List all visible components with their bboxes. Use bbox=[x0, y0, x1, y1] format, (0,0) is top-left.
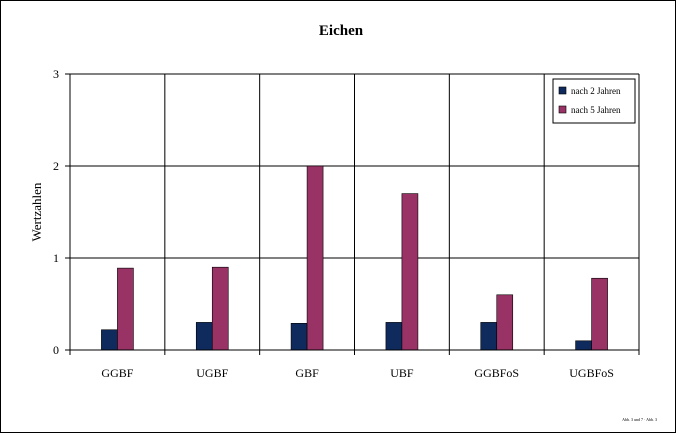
bar-series1-ggbf bbox=[101, 329, 118, 351]
bar-series1-ubf bbox=[385, 322, 403, 351]
chart-title: Eichen bbox=[319, 23, 364, 39]
legend-swatch bbox=[558, 86, 567, 95]
y-axis-label: Wertzahlen bbox=[29, 182, 44, 241]
bar-series1-gbf bbox=[290, 323, 308, 351]
bar-series2-ggbf bbox=[117, 267, 134, 351]
bars bbox=[101, 165, 608, 351]
x-tick-label: UGBFoS bbox=[569, 366, 614, 380]
x-tick-label: GBF bbox=[295, 366, 319, 380]
legend: nach 2 Jahren nach 5 Jahren bbox=[552, 78, 636, 124]
x-category-labels: GGBF UGBF GBF UBF GGBFoS UGBFoS bbox=[101, 366, 614, 380]
bar-series2-ugbfos bbox=[591, 277, 608, 351]
x-tick-label: GGBF bbox=[101, 366, 133, 380]
legend-box bbox=[552, 78, 636, 124]
y-tick-label: 1 bbox=[53, 251, 59, 265]
category-separators bbox=[164, 74, 640, 350]
legend-label: nach 5 Jahren bbox=[571, 105, 621, 115]
y-tick-label: 2 bbox=[53, 159, 59, 173]
x-tick-label: UGBF bbox=[196, 366, 228, 380]
legend-swatch bbox=[558, 105, 567, 114]
x-tick-label: UBF bbox=[390, 366, 414, 380]
bar-series2-ugbf bbox=[211, 266, 229, 351]
bar-series2-gbf bbox=[306, 165, 324, 351]
axes bbox=[65, 73, 640, 355]
bar-series2-ubf bbox=[401, 193, 419, 351]
legend-label: nach 2 Jahren bbox=[571, 86, 621, 96]
x-tick-label: GGBFoS bbox=[474, 366, 519, 380]
y-tick-label: 0 bbox=[53, 343, 59, 357]
bar-series1-ggbfos bbox=[480, 322, 498, 351]
bar-series1-ugbfos bbox=[575, 340, 592, 351]
bar-series2-ggbfos bbox=[496, 294, 514, 351]
y-tick-label: 3 bbox=[53, 67, 59, 81]
y-tick-labels: 0 1 2 3 bbox=[53, 67, 59, 357]
bar-series1-ugbf bbox=[195, 322, 213, 351]
footnote: Abb. 3 und 7 · Abb. 3 bbox=[622, 417, 657, 422]
